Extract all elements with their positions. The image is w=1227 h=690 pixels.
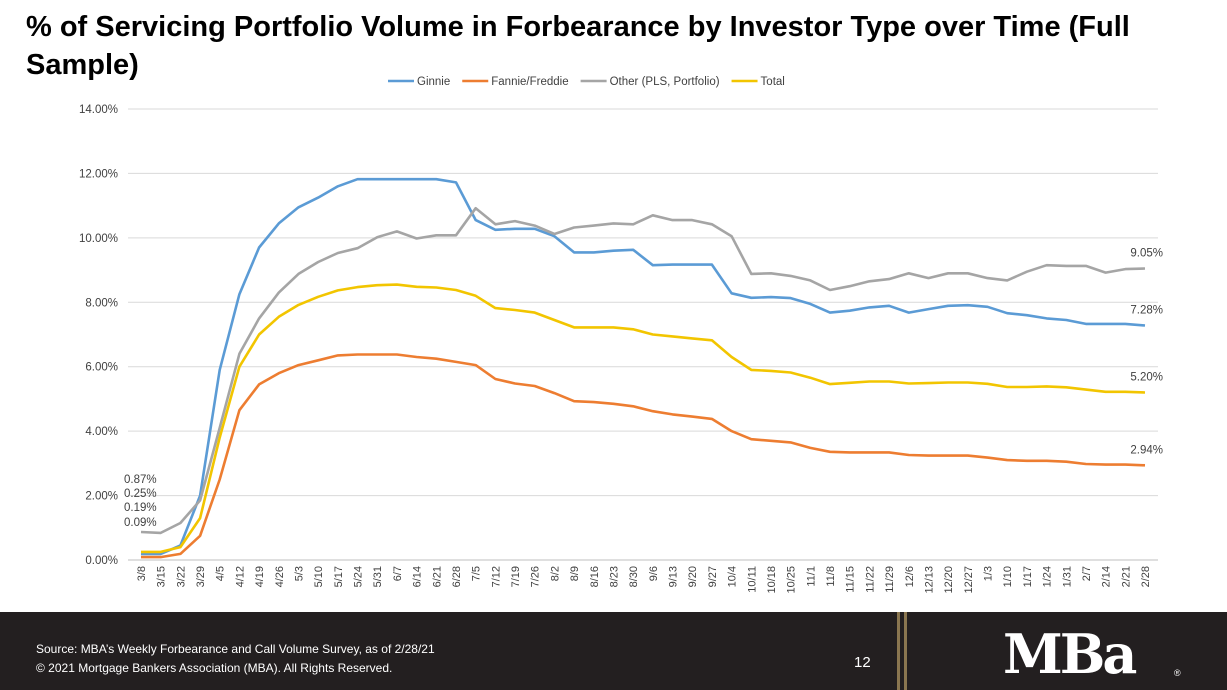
copyright: © 2021 Mortgage Bankers Association (MBA… — [36, 661, 393, 675]
x-tick-label: 1/10 — [1002, 566, 1014, 587]
x-tick-label: 1/31 — [1061, 566, 1073, 587]
start-value-label: 0.25% — [124, 488, 157, 500]
series-line-other-pls-portfolio- — [140, 206, 1146, 535]
x-tick-label: 6/7 — [392, 566, 404, 581]
x-tick-label: 5/24 — [353, 566, 365, 587]
legend-label: Total — [761, 76, 785, 88]
y-tick-label: 10.00% — [79, 233, 118, 245]
x-tick-label: 7/19 — [510, 566, 522, 587]
x-tick-label: 11/1 — [805, 566, 817, 587]
x-tick-label: 10/11 — [746, 566, 758, 593]
x-tick-label: 9/6 — [648, 566, 660, 581]
y-tick-label: 2.00% — [85, 491, 118, 503]
x-tick-label: 2/14 — [1101, 566, 1113, 587]
x-tick-label: 11/22 — [864, 566, 876, 593]
x-tick-label: 1/17 — [1022, 566, 1034, 587]
x-tick-label: 5/10 — [313, 566, 325, 587]
divider — [897, 612, 900, 690]
x-tick-label: 7/26 — [530, 566, 542, 587]
x-tick-label: 7/12 — [490, 566, 502, 587]
x-tick-label: 10/4 — [727, 566, 739, 587]
x-tick-label: 3/22 — [175, 566, 187, 587]
y-tick-label: 14.00% — [79, 104, 118, 116]
x-tick-label: 1/24 — [1042, 566, 1054, 587]
x-tick-label: 3/15 — [156, 566, 168, 587]
page-number: 12 — [854, 654, 871, 671]
x-tick-label: 5/31 — [372, 566, 384, 587]
x-tick-label: 8/30 — [628, 566, 640, 587]
slide-title: % of Servicing Portfolio Volume in Forbe… — [26, 11, 1130, 81]
x-tick-label: 2/28 — [1140, 566, 1152, 587]
x-tick-label: 11/15 — [845, 566, 857, 593]
line-chart: 0.00% 2.00% 4.00% 6.00% 8.00% 10.00% 12.00% 14.… — [65, 68, 1170, 612]
x-tick-label: 9/27 — [707, 566, 719, 587]
x-tick-label: 4/26 — [274, 566, 286, 587]
x-tick-label: 4/12 — [234, 566, 246, 587]
y-tick-label: 8.00% — [85, 297, 118, 309]
footer: Source: MBA’s Weekly Forbearance and Cal… — [0, 612, 1227, 690]
x-tick-label: 10/18 — [766, 566, 778, 594]
x-tick-label: 7/5 — [471, 566, 483, 581]
y-tick-label: 12.00% — [79, 168, 118, 180]
chart-area — [65, 68, 1170, 612]
x-tick-label: 5/3 — [293, 566, 305, 581]
registered-mark: ® — [1174, 668, 1181, 678]
x-tick-label: 3/29 — [195, 566, 207, 587]
legend-label: Ginnie — [417, 76, 450, 88]
divider — [904, 612, 907, 690]
x-tick-label: 6/14 — [412, 566, 424, 587]
y-tick-label: 0.00% — [85, 555, 118, 567]
series-line-ginnie — [141, 177, 1146, 556]
start-value-label: 0.09% — [124, 517, 157, 529]
y-tick-label: 6.00% — [85, 362, 118, 374]
x-tick-label: 12/13 — [923, 566, 935, 594]
x-tick-label: 12/20 — [943, 566, 955, 594]
end-value-label: 9.05% — [1130, 247, 1163, 259]
x-tick-label: 10/25 — [786, 566, 798, 594]
x-tick-label: 4/5 — [215, 566, 227, 581]
x-tick-label: 6/28 — [451, 566, 463, 587]
start-value-label: 0.19% — [124, 502, 157, 514]
x-tick-label: 12/27 — [963, 566, 975, 594]
x-tick-label: 3/8 — [136, 566, 148, 581]
series-line-fannie-freddie — [141, 353, 1146, 559]
x-tick-label: 5/17 — [333, 566, 345, 587]
mba-logo: MBa — [1003, 622, 1137, 686]
y-tick-label: 4.00% — [85, 426, 118, 438]
x-tick-label: 4/19 — [254, 566, 266, 587]
start-value-label: 0.87% — [124, 474, 157, 486]
end-value-label: 5.20% — [1130, 371, 1163, 383]
legend-label: Fannie/Freddie — [491, 76, 568, 88]
x-tick-label: 2/21 — [1120, 566, 1132, 587]
end-value-label: 7.28% — [1130, 304, 1163, 316]
x-tick-label: 8/16 — [589, 566, 601, 587]
x-tick-label: 1/3 — [983, 566, 995, 581]
series-line-total — [141, 283, 1146, 554]
x-tick-label: 11/29 — [884, 566, 896, 593]
x-tick-label: 8/9 — [569, 566, 581, 581]
source-note: Source: MBA’s Weekly Forbearance and Cal… — [36, 642, 435, 656]
x-tick-label: 8/2 — [549, 566, 561, 581]
x-tick-label: 8/23 — [608, 566, 620, 587]
x-tick-label: 9/20 — [687, 566, 699, 587]
x-tick-label: 2/7 — [1081, 566, 1093, 581]
x-tick-label: 11/8 — [825, 566, 837, 587]
x-tick-label: 9/13 — [668, 566, 680, 587]
legend-label: Other (PLS, Portfolio) — [610, 76, 720, 88]
x-tick-label: 12/6 — [904, 566, 916, 587]
x-tick-label: 6/21 — [431, 566, 443, 587]
end-value-label: 2.94% — [1130, 444, 1163, 456]
